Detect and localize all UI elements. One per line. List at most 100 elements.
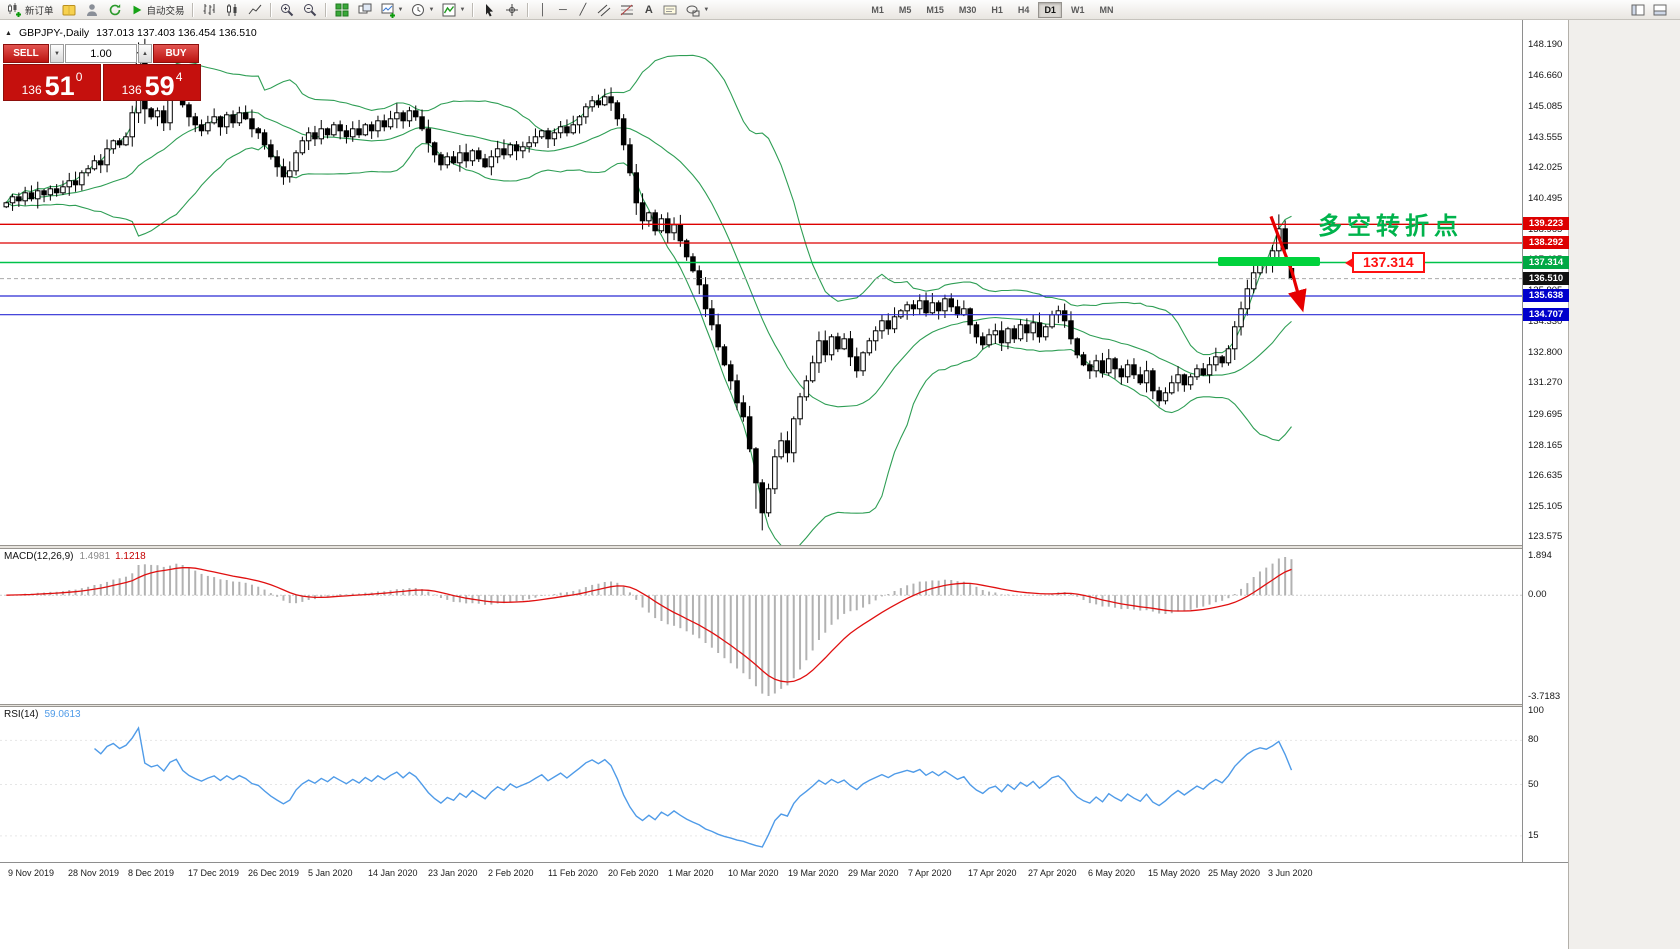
volume-increase-button[interactable]: ▲ bbox=[138, 44, 152, 63]
candlestick-chart-button[interactable] bbox=[221, 1, 243, 18]
vertical-line-tool[interactable]: │ bbox=[533, 1, 552, 18]
macd-histogram bbox=[11, 557, 1293, 696]
price-badge: 134.707 bbox=[1523, 307, 1569, 321]
panel-splitter[interactable] bbox=[0, 545, 1568, 549]
timeframe-m30[interactable]: M30 bbox=[958, 4, 977, 15]
cursor-tool-button[interactable] bbox=[478, 1, 500, 18]
autotrading-label: 自动交易 bbox=[146, 5, 185, 17]
sell-button[interactable]: SELL bbox=[3, 44, 49, 63]
bollinger-upper bbox=[5, 54, 1292, 356]
date-tick: 19 Mar 2020 bbox=[788, 868, 839, 878]
rsi-line bbox=[94, 726, 1293, 848]
cascade-windows-button[interactable] bbox=[354, 1, 376, 18]
date-tick: 28 Nov 2019 bbox=[68, 868, 120, 878]
channel-icon bbox=[598, 4, 611, 16]
tile-windows-button[interactable] bbox=[331, 1, 353, 18]
zoom-in-button[interactable] bbox=[276, 1, 298, 18]
chart-ohlc-values: 137.013 137.403 136.454 136.510 bbox=[96, 27, 257, 39]
caret-up-icon: ▲ bbox=[142, 50, 148, 57]
sell-price-main: 51 bbox=[44, 70, 75, 101]
dock-bottom-icon bbox=[1653, 4, 1667, 15]
date-tick: 9 Nov 2019 bbox=[8, 868, 55, 878]
toolbar-separator bbox=[191, 2, 194, 17]
new-order-icon bbox=[8, 2, 21, 17]
axis-tick: 126.635 bbox=[1528, 470, 1563, 482]
dock-left-icon bbox=[1631, 4, 1645, 15]
timeframe-m15[interactable]: M15 bbox=[926, 4, 944, 15]
shapes-tool[interactable]: ▼ bbox=[682, 1, 712, 18]
zoom-out-button[interactable] bbox=[299, 1, 321, 18]
channel-tool[interactable] bbox=[593, 1, 615, 18]
price-badge: 139.223 bbox=[1523, 217, 1569, 231]
sell-price-box[interactable]: 136 51 0 bbox=[3, 64, 101, 101]
volume-decrease-button[interactable]: ▼ bbox=[50, 44, 64, 63]
timeframe-w1[interactable]: W1 bbox=[1070, 4, 1085, 15]
bar-chart-icon bbox=[203, 3, 215, 15]
buy-price-pip: 4 bbox=[175, 70, 183, 84]
axis-tick: 100 bbox=[1528, 705, 1544, 716]
turning-point-annotation[interactable]: 多空转折点 bbox=[1318, 212, 1463, 240]
person-icon bbox=[86, 3, 97, 16]
axis-tick: -3.7183 bbox=[1528, 691, 1561, 702]
zoom-out-icon bbox=[303, 3, 316, 16]
candles bbox=[3, 38, 1295, 531]
macd-signal-line bbox=[6, 567, 1292, 683]
label-tool[interactable] bbox=[659, 1, 681, 18]
macd-name: MACD(12,26,9) bbox=[4, 551, 74, 562]
rsi-canvas[interactable] bbox=[0, 707, 1522, 862]
indicators-icon bbox=[442, 3, 456, 16]
crosshair-tool-button[interactable] bbox=[501, 1, 523, 18]
timeframe-h1[interactable]: H1 bbox=[991, 4, 1003, 15]
fibonacci-tool[interactable] bbox=[616, 1, 638, 18]
buy-price-box[interactable]: 136 59 4 bbox=[103, 64, 201, 101]
new-order-button[interactable]: 新订单 bbox=[3, 1, 57, 18]
templates-button[interactable] bbox=[58, 1, 80, 18]
accounts-button[interactable] bbox=[81, 1, 103, 18]
play-icon bbox=[133, 5, 141, 14]
price-flag-annotation[interactable]: 137.314 bbox=[1345, 251, 1425, 273]
date-tick: 26 Dec 2019 bbox=[248, 868, 300, 878]
axis-tick: 125.105 bbox=[1528, 500, 1563, 512]
trendline-tool[interactable]: ╱ bbox=[573, 1, 592, 18]
horizontal-line-tool[interactable]: ─ bbox=[553, 1, 572, 18]
refresh-button[interactable] bbox=[104, 1, 126, 18]
axis-tick: 143.555 bbox=[1528, 131, 1563, 143]
timeframe-m5[interactable]: M5 bbox=[898, 4, 912, 15]
timeframe-mn[interactable]: MN bbox=[1099, 4, 1114, 15]
crosshair-icon bbox=[506, 3, 519, 16]
price-badge: 135.638 bbox=[1523, 289, 1569, 302]
date-tick: 20 Feb 2020 bbox=[608, 868, 659, 878]
date-tick: 17 Apr 2020 bbox=[968, 868, 1017, 878]
fibonacci-icon bbox=[621, 4, 634, 15]
text-tool[interactable]: A bbox=[639, 1, 658, 18]
date-tick: 5 Jan 2020 bbox=[308, 868, 353, 878]
axis-tick: 131.270 bbox=[1528, 377, 1563, 389]
new-chart-button[interactable]: ▼ bbox=[377, 1, 407, 18]
toggle-terminal-button[interactable] bbox=[1649, 1, 1671, 18]
volume-input[interactable]: 1.00 bbox=[65, 44, 137, 63]
indicators-button[interactable]: ▼ bbox=[438, 1, 468, 18]
timeframe-m1[interactable]: M1 bbox=[871, 4, 884, 15]
macd-canvas[interactable] bbox=[0, 549, 1522, 704]
toggle-sidebar-button[interactable] bbox=[1627, 1, 1649, 18]
axis-tick: 146.660 bbox=[1528, 69, 1563, 81]
autotrading-button[interactable]: 自动交易 bbox=[127, 1, 188, 18]
timeframe-d1[interactable]: D1 bbox=[1038, 1, 1062, 18]
support-zone-bar[interactable] bbox=[1218, 257, 1320, 267]
buy-button[interactable]: BUY bbox=[153, 44, 199, 63]
time-scale[interactable]: 9 Nov 2019 28 Nov 2019 8 Dec 2019 17 Dec 20… bbox=[0, 862, 1568, 949]
price-scale[interactable]: 148.190 146.660 145.085 143.555 142.025 140.4… bbox=[1522, 20, 1569, 862]
line-chart-button[interactable] bbox=[244, 1, 266, 18]
timeframe-h4[interactable]: H4 bbox=[1017, 4, 1030, 15]
chart-canvas[interactable] bbox=[0, 20, 1522, 545]
panel-splitter[interactable] bbox=[0, 704, 1568, 707]
axis-tick: 129.695 bbox=[1528, 408, 1563, 420]
profiles-button[interactable]: ▼ bbox=[407, 1, 437, 18]
toolbar: 新订单 自动交易 ▼ ▼ ▼ │ ─ ╱ A ▼ M1 bbox=[0, 0, 1680, 20]
bar-chart-button[interactable] bbox=[198, 1, 220, 18]
one-click-trading-panel: SELL ▼ 1.00 ▲ BUY 136 51 0 136 59 4 bbox=[3, 44, 201, 101]
toolbar-separator bbox=[527, 2, 530, 17]
oneclick-toggle-icon[interactable]: ▲ bbox=[5, 29, 12, 37]
sell-price-pip: 0 bbox=[75, 70, 83, 84]
one-click-prices: 136 51 0 136 59 4 bbox=[3, 64, 201, 101]
